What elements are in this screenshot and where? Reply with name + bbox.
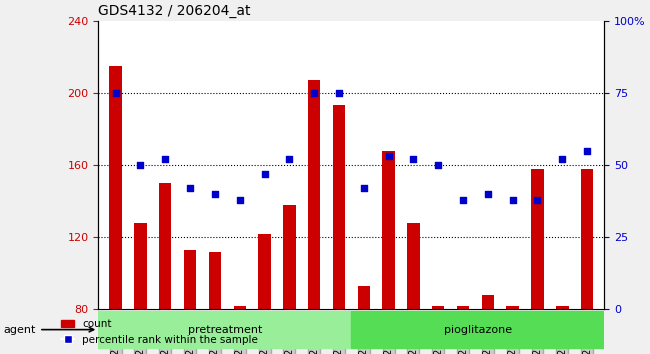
Point <box>433 162 443 168</box>
Bar <box>432 306 445 354</box>
Bar <box>457 306 469 354</box>
Bar <box>233 306 246 354</box>
Bar <box>98 312 352 348</box>
Bar <box>333 105 345 354</box>
Point <box>135 162 146 168</box>
Point <box>210 191 220 197</box>
Bar <box>209 252 221 354</box>
Bar <box>382 150 395 354</box>
Point <box>483 191 493 197</box>
Point <box>284 156 294 162</box>
Bar <box>581 169 593 354</box>
Legend: count, percentile rank within the sample: count, percentile rank within the sample <box>57 315 262 349</box>
Bar <box>258 234 271 354</box>
Point <box>408 156 419 162</box>
Point <box>111 90 121 96</box>
Bar <box>184 250 196 354</box>
Point <box>309 90 319 96</box>
Point <box>532 197 543 202</box>
Bar <box>135 223 147 354</box>
Point <box>557 156 567 162</box>
Point <box>508 197 518 202</box>
Bar <box>482 295 494 354</box>
Point <box>259 171 270 177</box>
Text: GDS4132 / 206204_at: GDS4132 / 206204_at <box>98 4 251 18</box>
Point <box>359 185 369 191</box>
Bar <box>352 312 604 348</box>
Bar <box>556 306 569 354</box>
Point <box>582 148 592 153</box>
Point <box>185 185 195 191</box>
Bar <box>159 183 172 354</box>
Point <box>235 197 245 202</box>
Point <box>458 197 468 202</box>
Point <box>160 156 170 162</box>
Bar <box>358 286 370 354</box>
Bar <box>283 205 296 354</box>
Bar <box>407 223 420 354</box>
Point <box>333 90 344 96</box>
Bar <box>308 80 320 354</box>
Bar <box>531 169 543 354</box>
Point <box>384 154 394 159</box>
Bar <box>506 306 519 354</box>
Text: pretreatment: pretreatment <box>188 325 262 335</box>
Text: pioglitazone: pioglitazone <box>444 325 512 335</box>
Bar <box>109 66 122 354</box>
Text: agent: agent <box>4 325 94 335</box>
